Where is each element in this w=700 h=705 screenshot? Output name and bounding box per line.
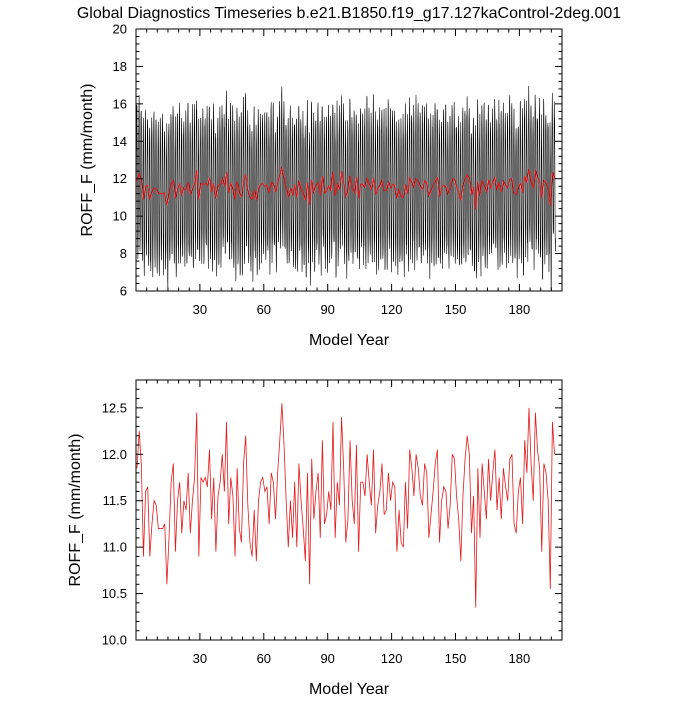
x-tick-label: 120 [381, 302, 403, 317]
y-tick-label: 16 [113, 96, 127, 111]
bottom-y-axis-label: ROFF_F (mm/month) [67, 434, 84, 587]
y-tick-label: 10 [113, 209, 127, 224]
y-tick-label: 18 [113, 59, 127, 74]
series-line-monthly [135, 86, 556, 291]
x-tick-label: 150 [445, 651, 467, 666]
y-tick-label: 6 [120, 284, 127, 299]
bottom-x-axis-label: Model Year [309, 681, 390, 698]
series-line-annual-mean [136, 403, 555, 608]
bottom-panel: 30 60 90 120 150 18010.010.511.011.512.012.5 … [67, 379, 563, 698]
y-tick-label: 20 [113, 22, 127, 37]
x-tick-label: 90 [320, 302, 334, 317]
top-plot-ticks: 30 60 90 120 150 180 6 8 10 12 14 16 18 20 [113, 22, 563, 317]
x-tick-label: 120 [381, 651, 403, 666]
y-tick-label: 8 [120, 246, 127, 261]
x-tick-label: 60 [257, 302, 271, 317]
y-tick-label: 12.5 [102, 400, 127, 415]
x-tick-label: 60 [257, 651, 271, 666]
y-tick-label: 12 [113, 171, 127, 186]
y-tick-label: 11.0 [103, 540, 127, 555]
x-tick-label: 30 [193, 651, 207, 666]
series-line-annual-mean [136, 166, 556, 210]
bottom-plot-ticks: 30 60 90 120 150 180 10.0 10.5 11.0 11.5 12.0 12.5 [102, 379, 563, 666]
figure-title: Global Diagnostics Timeseries b.e21.B185… [77, 5, 621, 22]
y-tick-label: 10.0 [102, 633, 127, 648]
x-tick-label: 180 [509, 302, 531, 317]
top-x-axis-label: Model Year [309, 332, 390, 349]
bottom-plot-series [136, 403, 555, 608]
y-tick-label: 14 [113, 134, 127, 149]
x-tick-label: 30 [193, 302, 207, 317]
x-tick-label: 180 [509, 651, 531, 666]
top-panel: 30 60 90 120 150 180 6 8 10 12 14 16 18 20 Model Year… [79, 22, 563, 349]
y-tick-label: 12.0 [102, 447, 127, 462]
top-plot-series [135, 86, 556, 291]
top-y-axis-label: ROFF_F (mm/month) [79, 84, 96, 237]
x-tick-label: 150 [445, 302, 467, 317]
y-tick-label: 10.5 [102, 586, 127, 601]
x-tick-label: 90 [320, 651, 334, 666]
y-tick-label: 11.5 [103, 493, 127, 508]
